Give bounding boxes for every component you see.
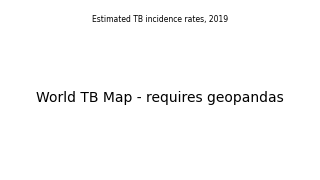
Text: World TB Map - requires geopandas: World TB Map - requires geopandas <box>36 91 284 105</box>
Title: Estimated TB incidence rates, 2019: Estimated TB incidence rates, 2019 <box>92 15 228 24</box>
